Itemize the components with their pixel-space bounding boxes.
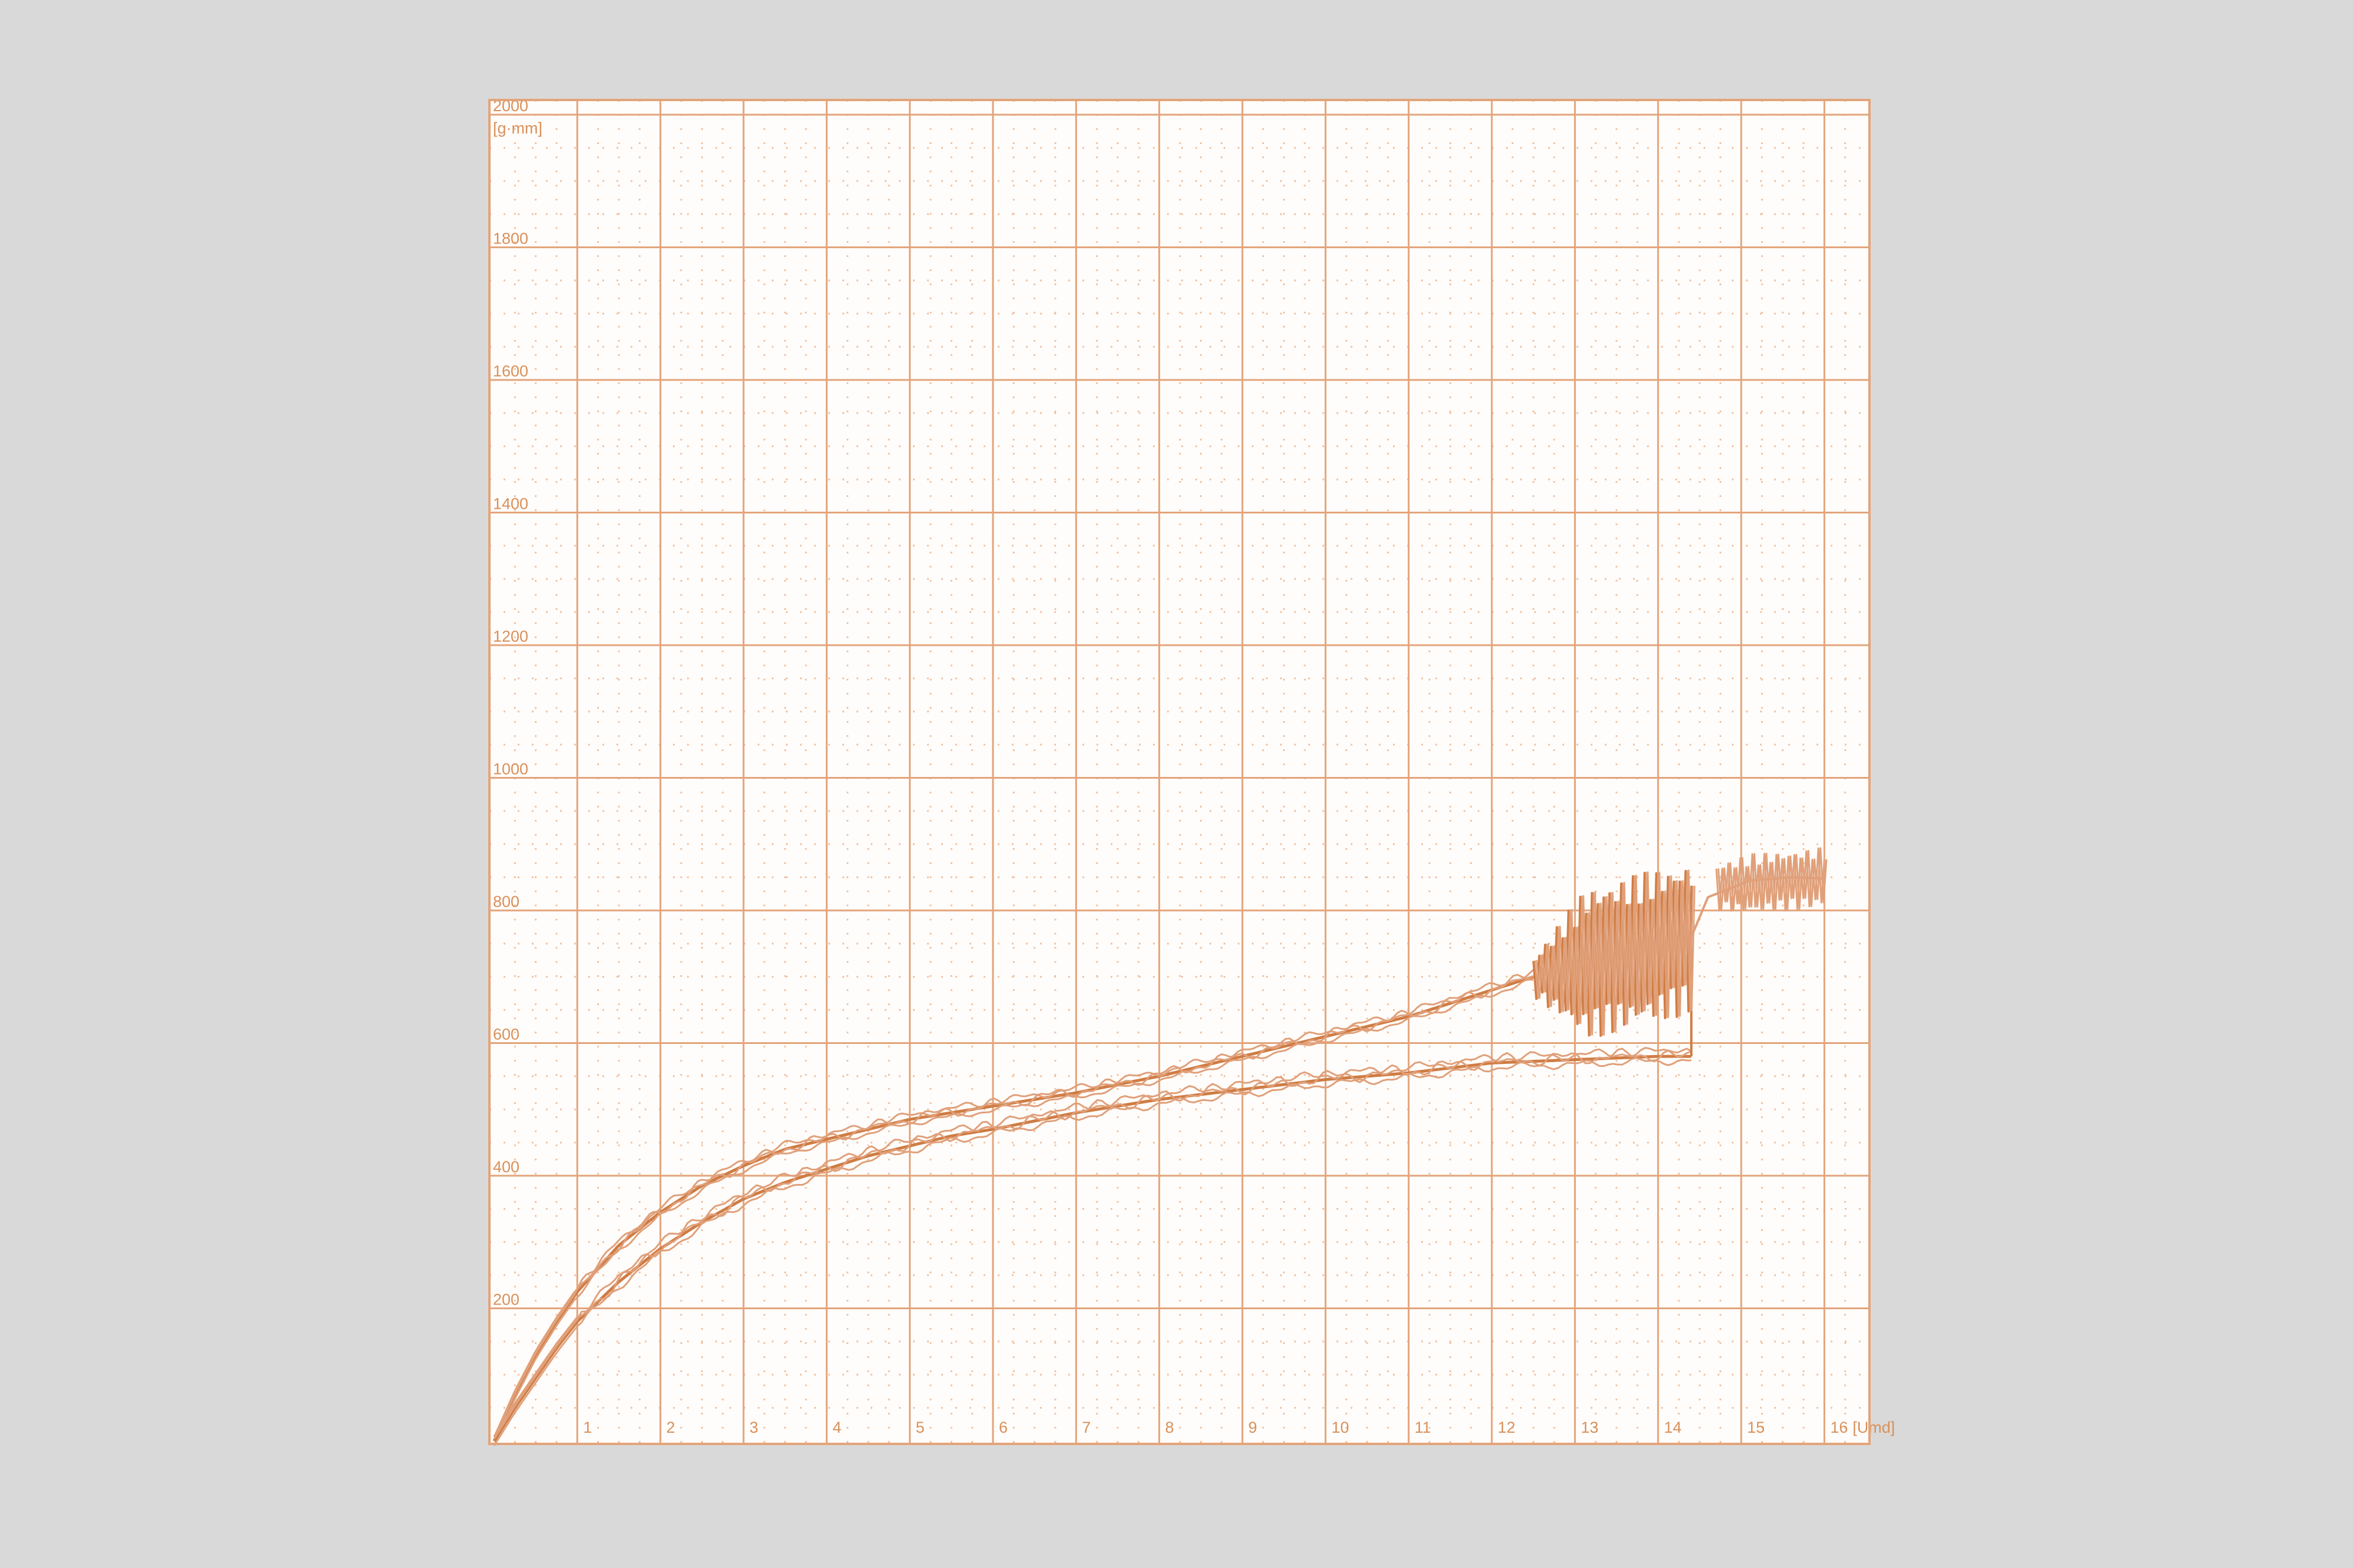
y-tick-label: 1200 <box>493 628 528 645</box>
x-tick-label: 5 <box>916 1419 925 1436</box>
lower-branch-trace <box>492 1055 1692 1442</box>
lower-branch-trace <box>493 1047 1692 1437</box>
y-unit-label: [g·mm] <box>493 119 542 137</box>
x-tick-label: 6 <box>999 1419 1008 1436</box>
x-tick-label: 14 <box>1664 1419 1682 1436</box>
x-tick-label: 3 <box>749 1419 758 1436</box>
x-unit-label: [Umd] <box>1852 1419 1895 1436</box>
y-tick-label: 200 <box>493 1291 519 1309</box>
upper-branch-trace <box>493 969 1534 1437</box>
chart-paper <box>489 100 1869 1444</box>
x-tick-label: 2 <box>666 1419 675 1436</box>
oscillation-zone-1 <box>1536 869 1696 1036</box>
tick-labels: 1 2 3 4 5 6 7 8 9 10 11 12 13 14 15 1620040060080010001… <box>493 97 1895 1436</box>
oscillation-zone-1 <box>1532 870 1692 1037</box>
x-tick-label: 4 <box>832 1419 841 1436</box>
y-tick-label: 1000 <box>493 760 528 778</box>
lower-branch-trace <box>493 1047 1692 1440</box>
x-tick-label: 16 <box>1830 1419 1848 1436</box>
y-tick-label: 1800 <box>493 230 528 248</box>
data-traces <box>492 847 1828 1446</box>
x-tick-label: 9 <box>1248 1419 1257 1436</box>
y-tick-label: 1600 <box>493 362 528 380</box>
y-tick-label: 1400 <box>493 495 528 513</box>
oscillation-zone-2 <box>1717 847 1828 912</box>
oscillation-zone-1 <box>1534 869 1694 1036</box>
chart-frame <box>488 99 1871 1445</box>
x-tick-label: 7 <box>1082 1419 1091 1436</box>
y-tick-label: 800 <box>493 893 519 910</box>
upper-branch-trace <box>493 973 1534 1440</box>
oscillation-zone-2 <box>1715 847 1825 912</box>
x-tick-label: 12 <box>1498 1419 1515 1436</box>
x-tick-label: 15 <box>1747 1419 1765 1436</box>
x-tick-label: 8 <box>1165 1419 1174 1436</box>
x-tick-label: 13 <box>1581 1419 1598 1436</box>
x-tick-label: 1 <box>583 1419 592 1436</box>
x-tick-label: 10 <box>1331 1419 1349 1436</box>
y-tick-label: 600 <box>493 1026 519 1043</box>
y-tick-label: 400 <box>493 1158 519 1176</box>
x-tick-label: 11 <box>1415 1419 1431 1436</box>
lower-branch-trace <box>493 1057 1692 1446</box>
